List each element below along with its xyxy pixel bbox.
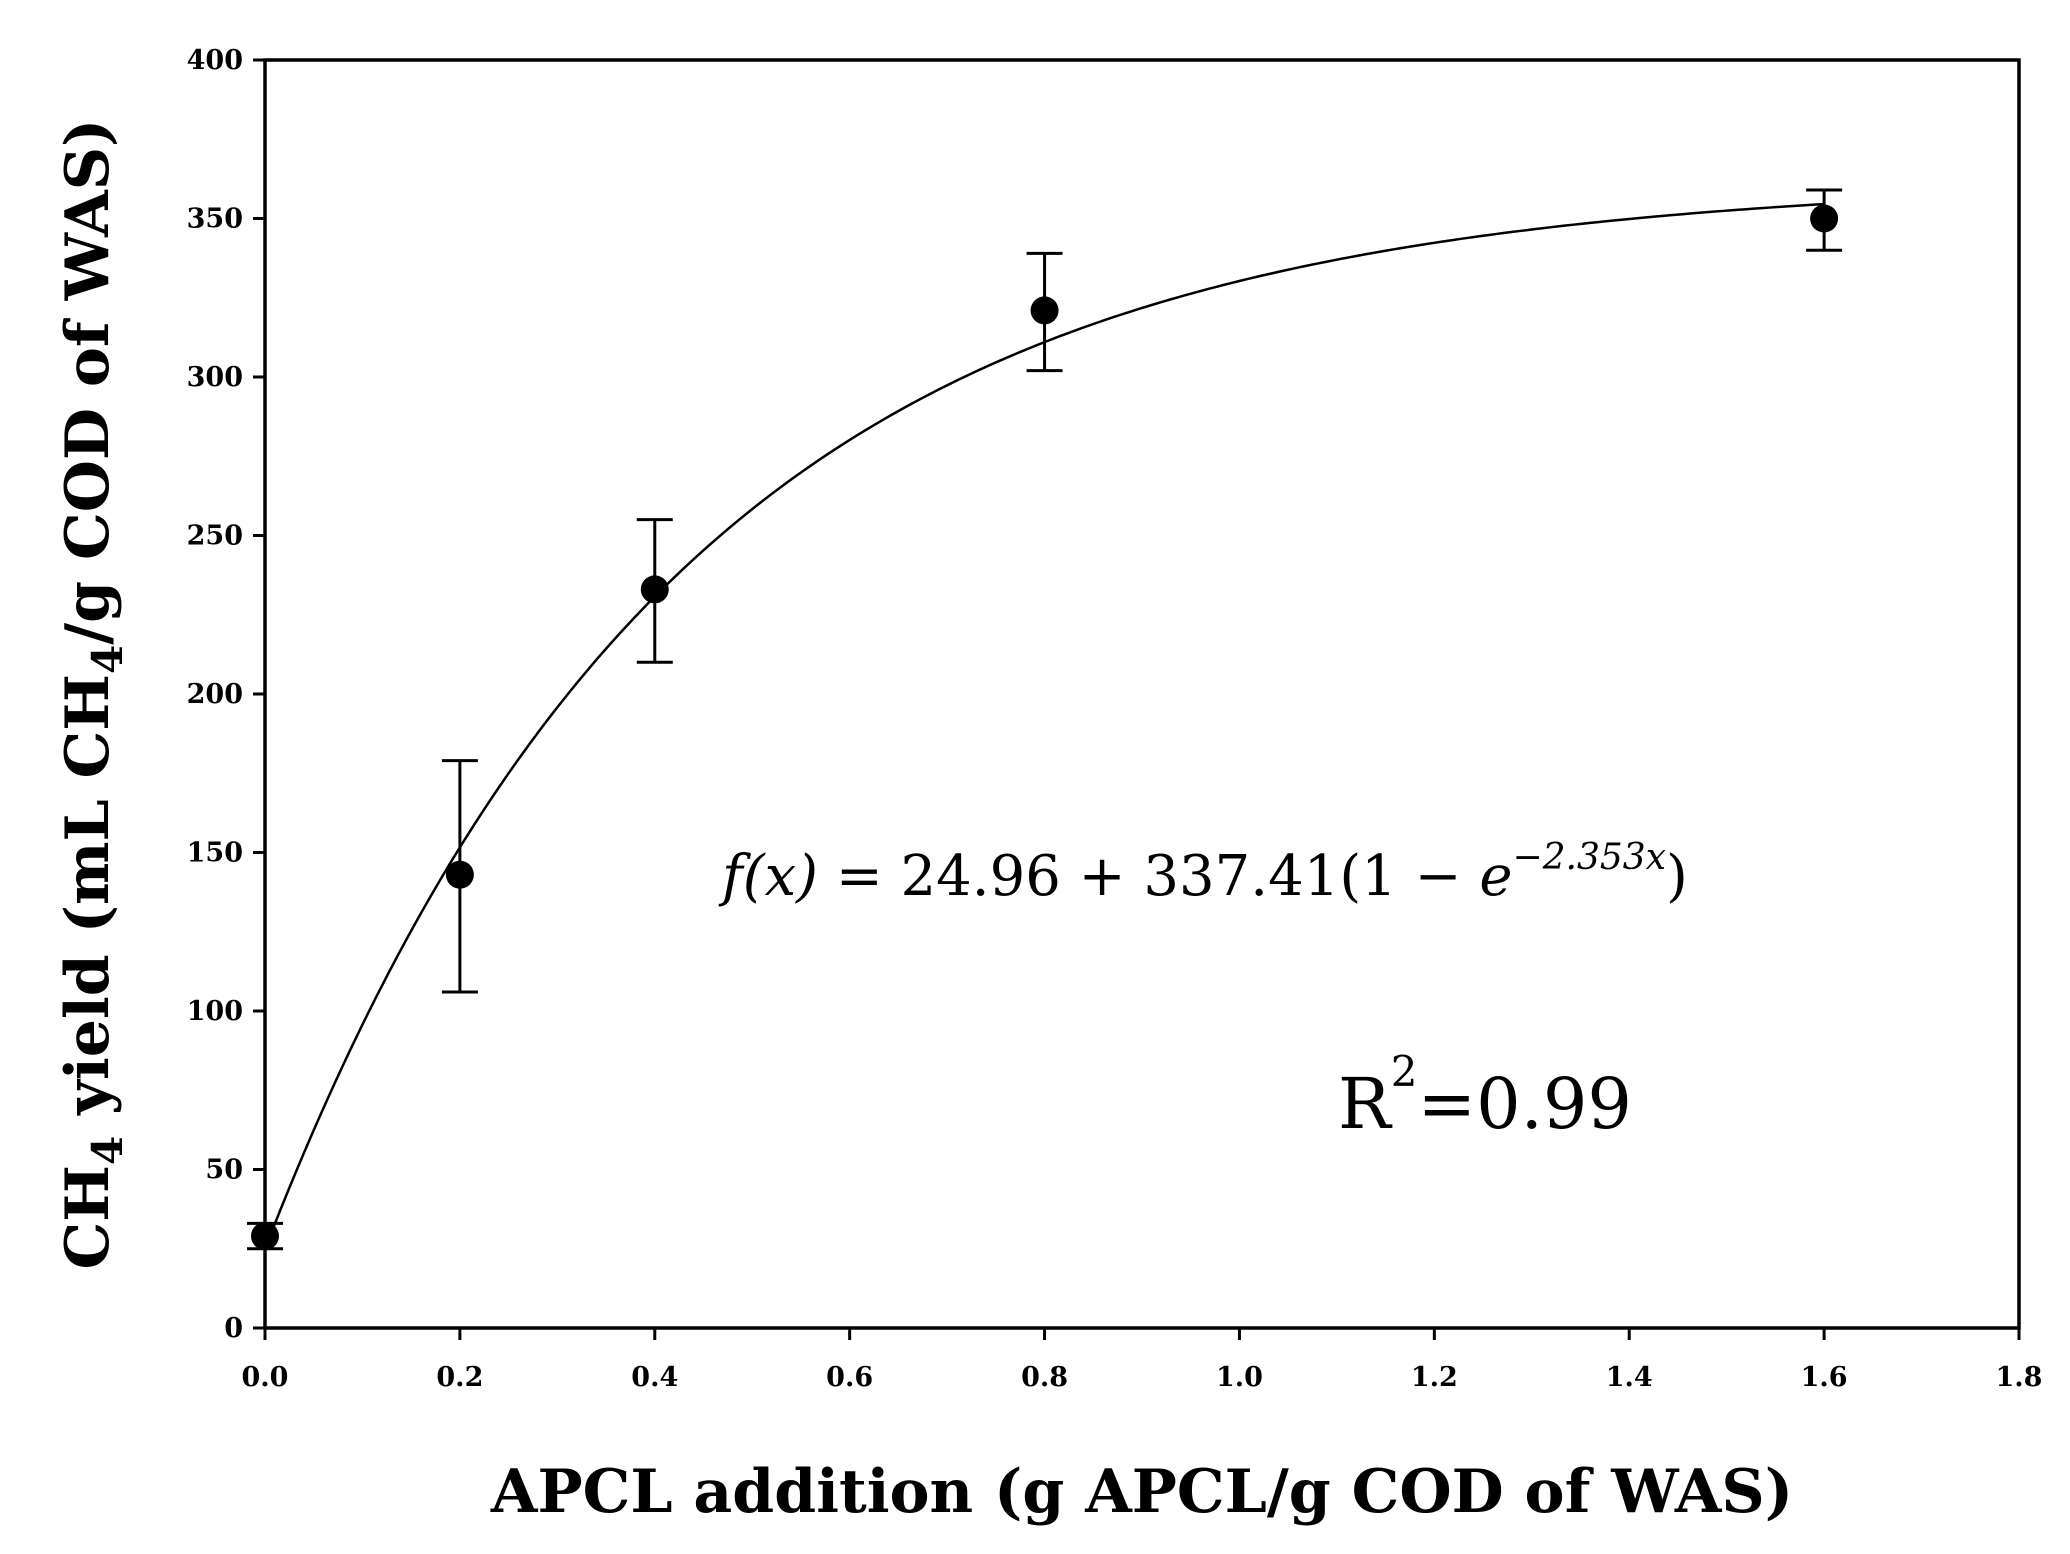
data-point: [251, 1222, 279, 1251]
data-points: [251, 204, 1839, 1251]
fit-equation: f(x) = 24.96 + 337.41(1 − e−2.353x): [718, 837, 1688, 909]
y-tick-label: 350: [187, 204, 243, 235]
data-point: [1030, 296, 1059, 325]
x-tick-label: 1.8: [1996, 1362, 2043, 1393]
data-point: [1810, 204, 1839, 233]
x-tick-label: 1.4: [1606, 1362, 1653, 1393]
y-tick-label: 0: [224, 1313, 243, 1344]
y-tick-label: 200: [187, 679, 243, 710]
x-axis-ticks: 0.0 0.2 0.4 0.6 0.8 1.0 1.2 1.4 1.6 1.8: [242, 1328, 2043, 1393]
y-tick-label: 300: [187, 362, 243, 393]
x-tick-label: 0.0: [242, 1362, 289, 1393]
y-tick-label: 250: [187, 521, 243, 552]
y-tick-label: 50: [205, 1155, 243, 1186]
x-tick-label: 1.2: [1411, 1362, 1458, 1393]
x-tick-label: 0.4: [631, 1362, 678, 1393]
y-tick-label: 100: [187, 996, 243, 1027]
x-tick-label: 1.0: [1216, 1362, 1263, 1393]
y-tick-label: 400: [187, 45, 243, 76]
x-tick-label: 1.6: [1801, 1362, 1848, 1393]
x-tick-label: 0.6: [826, 1362, 873, 1393]
x-axis-title: APCL addition (g APCL/g COD of WAS): [490, 1457, 1793, 1527]
data-point: [445, 860, 474, 889]
r-squared-label: R2=0.99: [1338, 1047, 1632, 1145]
y-axis-title: CH4 yield (mL CH4/g COD of WAS): [53, 119, 132, 1270]
x-tick-label: 0.2: [436, 1362, 483, 1393]
y-tick-label: 150: [187, 838, 243, 869]
y-axis-ticks: 0 50 100 150 200 250 300 350 400: [187, 45, 265, 1344]
plot-frame: [263, 58, 2021, 1330]
x-tick-label: 0.8: [1021, 1362, 1068, 1393]
data-point: [640, 575, 669, 604]
